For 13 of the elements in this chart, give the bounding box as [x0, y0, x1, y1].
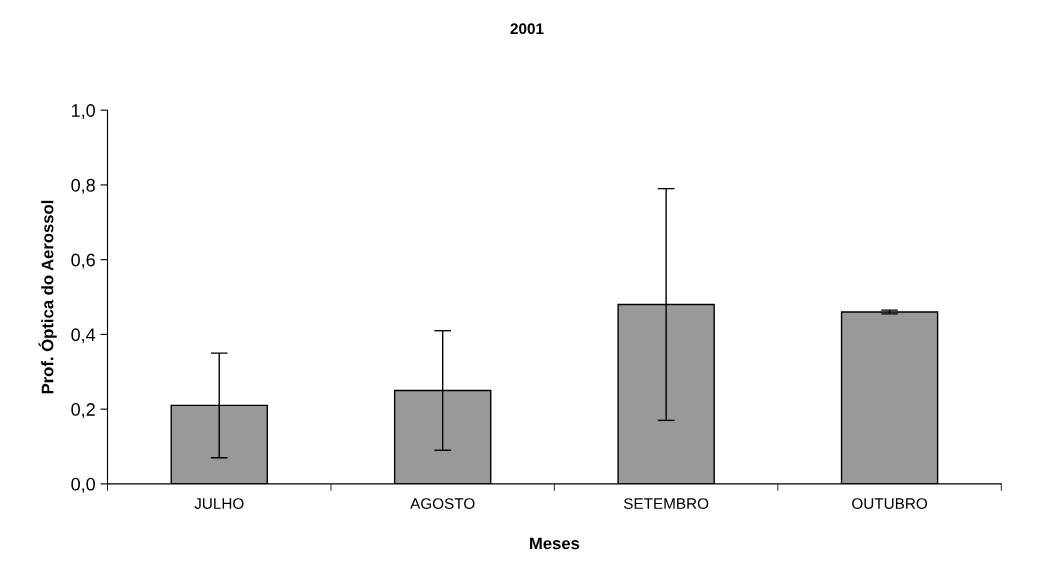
x-tick-label: AGOSTO [410, 498, 475, 509]
y-tick-label: 0,2 [71, 403, 95, 418]
x-tick-label: OUTUBRO [852, 498, 928, 509]
y-tick-label: 0,6 [71, 253, 95, 269]
y-tick-label: 0,4 [71, 328, 96, 344]
x-axis-title: Meses [530, 537, 580, 550]
x-tick-label: SETEMBRO [623, 498, 709, 509]
y-tick-label: 1,0 [71, 104, 95, 120]
y-axis-title: Prof. Óptica do Aerossol [38, 200, 57, 394]
chart-title: 2001 [510, 23, 544, 35]
x-tick-label: JULHO [194, 498, 244, 509]
y-tick-label: 0,8 [71, 178, 95, 194]
y-tick-label: 0,0 [71, 477, 95, 493]
